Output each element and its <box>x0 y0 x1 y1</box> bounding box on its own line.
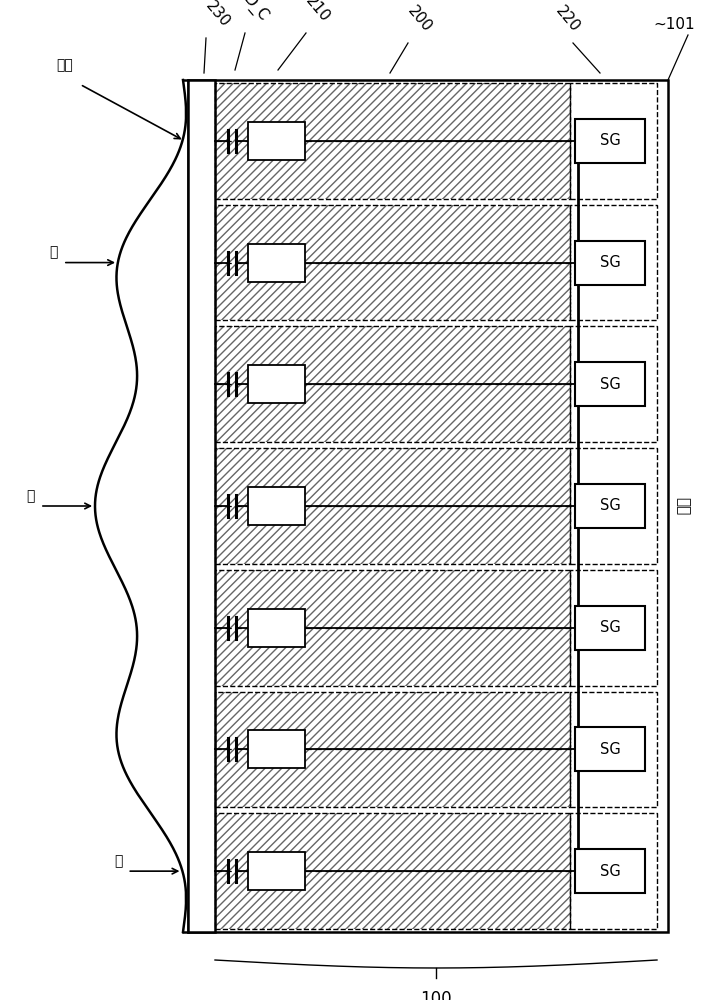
Bar <box>215 448 570 564</box>
Bar <box>215 205 570 320</box>
Text: 210: 210 <box>303 0 333 25</box>
Bar <box>575 849 645 893</box>
Text: SG: SG <box>600 864 621 879</box>
Text: 谷: 谷 <box>114 854 122 868</box>
Bar <box>248 852 305 890</box>
Bar <box>215 83 570 199</box>
Text: 200: 200 <box>405 3 435 35</box>
Bar <box>215 813 570 929</box>
Bar <box>575 606 645 650</box>
Bar <box>248 730 305 768</box>
Bar <box>248 487 305 525</box>
Bar <box>215 326 570 442</box>
Bar <box>215 692 570 807</box>
Text: D_C: D_C <box>239 0 271 25</box>
Bar <box>188 80 215 932</box>
Text: SG: SG <box>600 255 621 270</box>
Bar <box>248 244 305 282</box>
Text: 100: 100 <box>420 990 452 1000</box>
Bar <box>215 83 570 199</box>
Text: SG: SG <box>600 498 621 514</box>
Bar <box>575 727 645 771</box>
Bar <box>188 80 668 932</box>
Bar <box>570 570 657 686</box>
Bar <box>248 365 305 403</box>
Bar <box>215 570 570 686</box>
Text: 谷: 谷 <box>50 246 58 260</box>
Text: 230: 230 <box>203 0 233 30</box>
Text: 基底: 基底 <box>675 497 691 515</box>
Bar <box>570 326 657 442</box>
Text: SG: SG <box>600 133 621 148</box>
Bar <box>215 692 570 807</box>
Bar <box>570 692 657 807</box>
Text: 貭: 貭 <box>27 489 35 503</box>
Bar <box>570 205 657 320</box>
Bar <box>570 83 657 199</box>
Bar <box>215 205 570 320</box>
Bar <box>215 326 570 442</box>
Text: SG: SG <box>600 620 621 635</box>
Text: 手指: 手指 <box>57 58 73 72</box>
Bar <box>248 122 305 160</box>
Text: 220: 220 <box>553 3 583 35</box>
Bar <box>570 813 657 929</box>
Bar <box>575 241 645 285</box>
Bar <box>575 484 645 528</box>
Bar <box>215 448 570 564</box>
Bar <box>248 609 305 647</box>
Bar <box>570 448 657 564</box>
Text: SG: SG <box>600 742 621 757</box>
Bar <box>575 362 645 406</box>
Bar <box>575 119 645 163</box>
Text: SG: SG <box>600 377 621 392</box>
Bar <box>215 570 570 686</box>
Text: ~101: ~101 <box>653 17 695 32</box>
Bar <box>215 813 570 929</box>
